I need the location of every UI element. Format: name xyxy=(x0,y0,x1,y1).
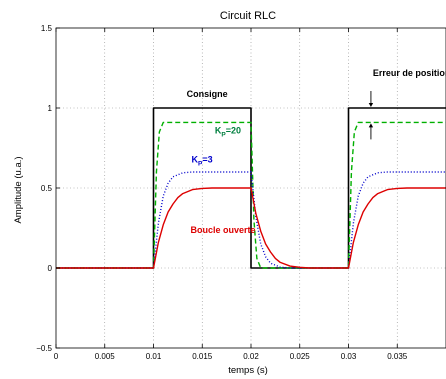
x-tick-label: 0.005 xyxy=(95,352,116,361)
x-tick-label: 0.025 xyxy=(290,352,311,361)
y-axis-label: Amplitude (u.a.) xyxy=(13,156,24,223)
series-k-p-3 xyxy=(56,171,446,269)
y-tick-label: −0.5 xyxy=(36,344,52,353)
x-tick-label: 0.035 xyxy=(387,352,408,361)
y-tick-label: 0.5 xyxy=(41,184,53,193)
annotation-label: Boucle ouverte xyxy=(191,225,256,235)
y-tick-label: 0 xyxy=(48,264,53,273)
y-tick-label: 1.5 xyxy=(41,24,53,33)
error-arrow-head-up xyxy=(368,123,374,128)
x-axis-label: temps (s) xyxy=(228,365,268,376)
x-tick-label: 0.03 xyxy=(341,352,357,361)
chart-title: Circuit RLC xyxy=(220,10,276,22)
error-arrow-head-down xyxy=(368,103,374,107)
x-tick-label: 0.01 xyxy=(146,352,162,361)
annotation-label: KP=20 xyxy=(215,126,241,139)
annotation-label: Consigne xyxy=(187,89,228,99)
series-k-p-20 xyxy=(56,121,446,269)
axis-ticks: 0 0.005 0.01 0.015 0.02 0.025 0.03 0.035−0.500.… xyxy=(36,24,408,361)
annotation-label: KP=3 xyxy=(192,154,213,167)
x-tick-label: 0.015 xyxy=(192,352,213,361)
annotations: Consigne KP=20 KP=3 Boucle ouverte Erreur de… xyxy=(187,68,446,235)
series-layer xyxy=(56,107,446,269)
annotation-label: Erreur de position xyxy=(373,68,446,78)
x-tick-label: 0 xyxy=(54,352,59,361)
y-tick-label: 1 xyxy=(48,104,53,113)
x-tick-label: 0.02 xyxy=(243,352,259,361)
grid xyxy=(56,28,446,348)
series-boucle-ouverte xyxy=(56,187,446,269)
